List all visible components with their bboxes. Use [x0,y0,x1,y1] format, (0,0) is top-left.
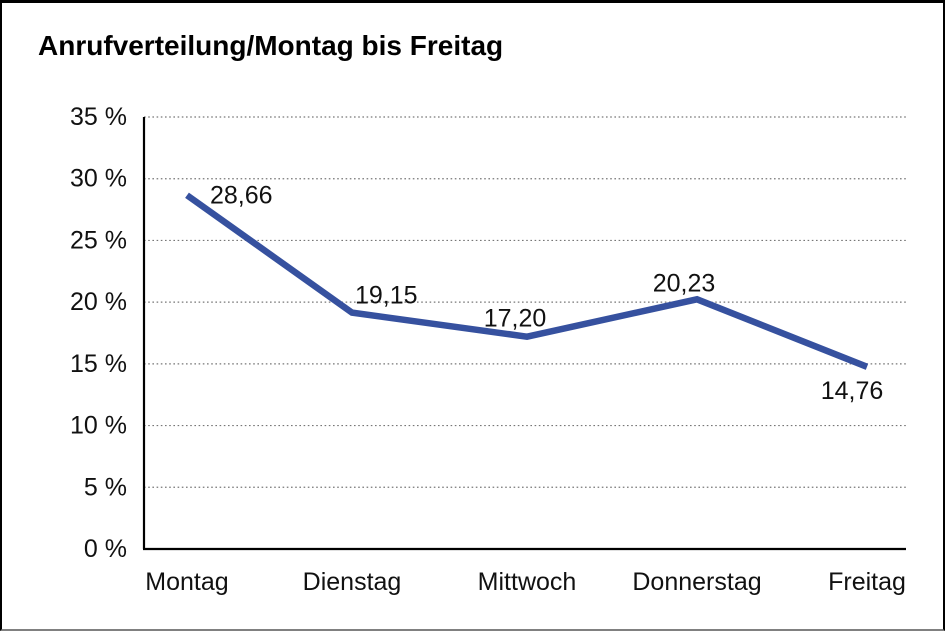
x-category-label: Donnerstag [632,568,761,596]
data-point-label: 14,76 [821,377,884,405]
x-category-label: Freitag [828,568,906,596]
x-category-label: Montag [145,568,228,596]
data-point-label: 20,23 [653,269,716,297]
chart-title: Anrufverteilung/Montag bis Freitag [38,30,504,61]
y-tick-label: 25 % [70,226,127,254]
y-tick-label: 5 % [84,473,127,501]
y-tick-label: 35 % [70,103,127,131]
x-category-label: Mittwoch [478,568,577,596]
y-tick-label: 0 % [84,535,127,563]
data-point-label: 19,15 [355,282,418,310]
data-point-label: 17,20 [484,305,547,333]
y-tick-label: 15 % [70,350,127,378]
y-tick-label: 30 % [70,165,127,193]
y-tick-label: 10 % [70,412,127,440]
data-point-label: 28,66 [210,181,273,209]
y-tick-label: 20 % [70,288,127,316]
data-series-line [185,192,869,370]
x-category-label: Dienstag [303,568,402,596]
